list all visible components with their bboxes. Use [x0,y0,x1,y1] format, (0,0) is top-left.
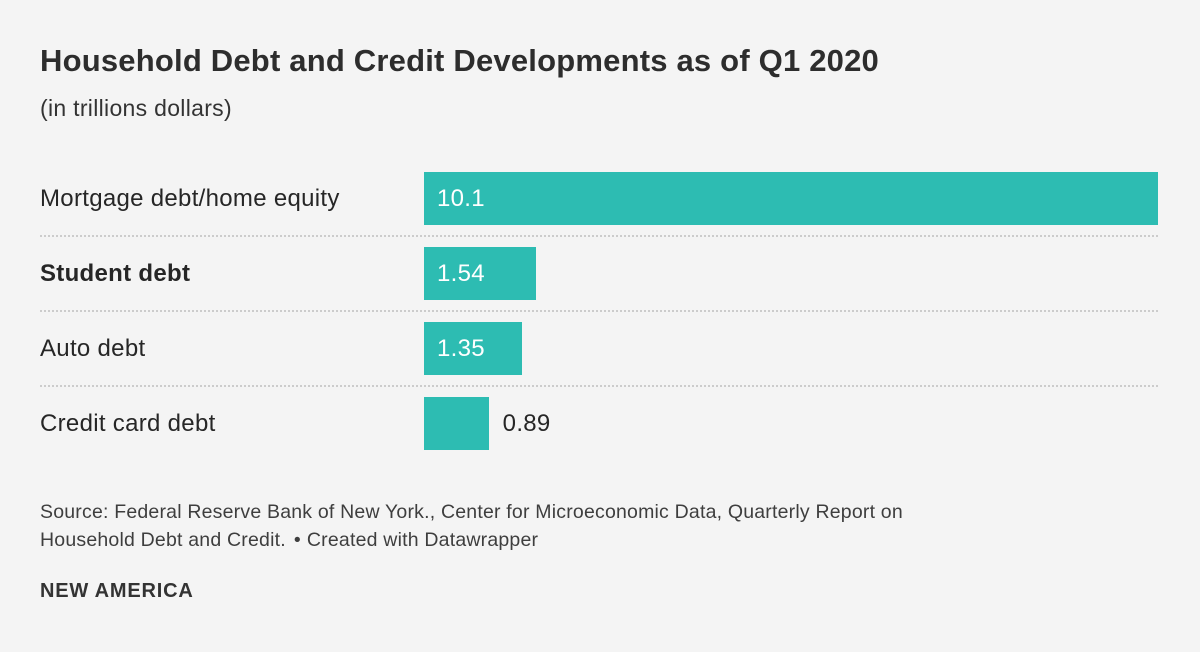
bar-value-label: 0.89 [502,409,551,437]
bar-value-label: 1.54 [437,259,485,287]
row-label: Credit card debt [40,409,216,437]
datawrapper-attribution-link[interactable]: Created with Datawrapper [306,529,539,552]
row-divider [40,385,1158,388]
row-label: Auto debt [40,334,146,362]
bar-track: 1.54 [424,247,1158,301]
bar-chart: Mortgage debt/home equity 10.1 Student d… [40,172,1158,451]
bar-track: 1.35 [424,322,1158,376]
chart-row: Mortgage debt/home equity 10.1 [40,172,1158,226]
chart-title: Household Debt and Credit Developments a… [40,43,879,78]
source-line-1: Source: Federal Reserve Bank of New York… [40,501,903,524]
bar-value-label: 1.35 [437,334,485,362]
bar-value-label: 10.1 [437,184,485,212]
new-america-logo: NEW AMERICA [40,580,194,603]
row-divider [40,235,1158,238]
chart-row: Auto debt 1.35 [40,322,1158,376]
bar: 10.1 [424,172,1158,226]
footer-separator: • [293,529,301,552]
bar: 1.54 [424,247,536,301]
bar: 0.89 [424,397,550,451]
bar: 1.35 [424,322,523,376]
bar-track: 0.89 [424,397,1158,451]
chart-row: Credit card debt 0.89 [40,397,1158,451]
row-label: Student debt [40,259,191,287]
source-text: Source: Federal Reserve Bank of New York… [40,498,1150,554]
row-label: Mortgage debt/home equity [40,184,340,212]
chart-row: Student debt 1.54 [40,247,1158,301]
bar-track: 10.1 [424,172,1158,226]
chart-container: Household Debt and Credit Developments a… [40,43,1158,603]
source-line-2: Household Debt and Credit. [40,529,286,552]
row-divider [40,310,1158,313]
chart-subtitle: (in trillions dollars) [40,95,232,122]
